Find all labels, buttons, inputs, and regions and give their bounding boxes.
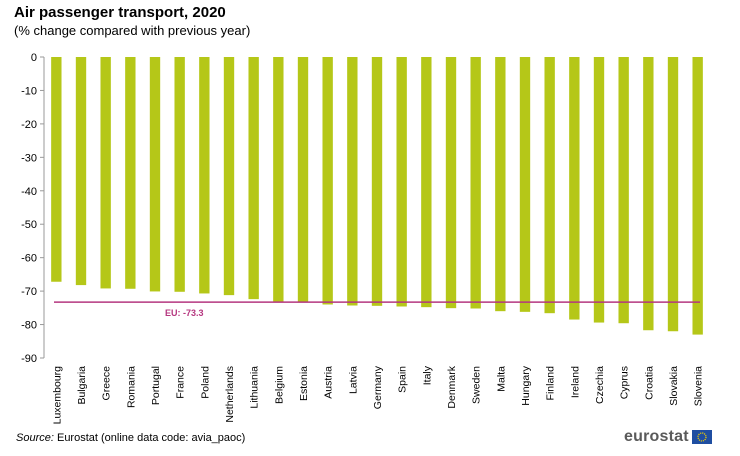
eurostat-logo: eurostat xyxy=(624,428,712,446)
x-tick-label: Slovenia xyxy=(693,366,705,406)
x-tick-label: Cyprus xyxy=(619,366,631,399)
x-tick-label: Sweden xyxy=(471,366,483,404)
x-tick-label: Finland xyxy=(545,366,557,401)
y-axis: 0 -10 -20 -30 -40 -50 -60 -70 -80 -90 xyxy=(21,52,45,365)
bar xyxy=(75,57,87,286)
y-tick-label: -20 xyxy=(21,119,37,131)
x-tick-label: Czechia xyxy=(594,366,606,404)
source-note: Source: Eurostat (online data code: avia… xyxy=(16,432,245,444)
bar xyxy=(396,57,407,307)
bar xyxy=(495,57,506,312)
y-tick-label: -10 xyxy=(21,85,37,97)
x-tick-label: Portugal xyxy=(150,366,162,405)
bar xyxy=(223,57,235,296)
bar xyxy=(643,57,654,331)
bar xyxy=(371,57,383,306)
bar xyxy=(593,57,605,323)
source-text: Eurostat (online data code: avia_paoc) xyxy=(53,432,246,444)
bar xyxy=(100,57,111,289)
x-tick-label: Hungary xyxy=(520,365,532,405)
bar xyxy=(297,57,309,302)
y-tick-label: -90 xyxy=(21,353,37,365)
x-axis-labels: Luxembourg Bulgaria Greece Romania Portugal F… xyxy=(51,365,704,424)
x-tick-label: Luxembourg xyxy=(51,366,63,425)
bar xyxy=(618,57,629,324)
x-tick-label: Austria xyxy=(323,366,335,399)
x-tick-label: Denmark xyxy=(446,365,458,408)
logo-text: eurostat xyxy=(624,428,689,445)
bar xyxy=(149,57,161,292)
bar xyxy=(692,57,703,335)
eu-reference-label: EU: -73.3 xyxy=(165,308,204,318)
eu-flag-icon xyxy=(691,430,712,444)
y-tick-label: -60 xyxy=(21,253,37,265)
bar xyxy=(125,57,136,289)
bar xyxy=(322,57,333,305)
bar xyxy=(445,57,457,309)
x-tick-label: Latvia xyxy=(347,366,359,394)
source-label: Source: xyxy=(16,432,54,444)
x-tick-label: Belgium xyxy=(273,366,285,404)
x-tick-label: Estonia xyxy=(298,366,310,401)
bar xyxy=(273,57,284,302)
y-tick-label: -30 xyxy=(21,152,37,164)
x-tick-label: Bulgaria xyxy=(76,366,88,405)
bar xyxy=(544,57,555,314)
x-tick-label: Croatia xyxy=(643,366,655,400)
bar xyxy=(199,57,210,294)
x-tick-label: Poland xyxy=(199,366,211,399)
bar xyxy=(519,57,531,312)
bar xyxy=(569,57,580,320)
bar-series xyxy=(51,57,703,335)
x-tick-label: Italy xyxy=(421,365,433,385)
bar xyxy=(248,57,259,300)
x-tick-label: France xyxy=(175,366,187,399)
bar xyxy=(421,57,432,308)
bar xyxy=(470,57,481,309)
x-tick-label: Slovakia xyxy=(668,366,680,406)
x-tick-label: Spain xyxy=(397,366,409,393)
y-tick-label: -80 xyxy=(21,320,37,332)
y-tick-label: -40 xyxy=(21,186,37,198)
bar xyxy=(347,57,358,306)
y-tick-label: -50 xyxy=(21,219,37,231)
x-tick-label: Malta xyxy=(495,366,507,392)
bar xyxy=(174,57,185,292)
x-tick-label: Ireland xyxy=(569,366,581,398)
bar xyxy=(667,57,679,332)
x-tick-label: Romania xyxy=(125,366,137,408)
chart-title: Air passenger transport, 2020 xyxy=(14,4,226,21)
x-tick-label: Greece xyxy=(101,366,113,401)
y-tick-label: -70 xyxy=(21,286,37,298)
x-tick-label: Germany xyxy=(372,365,384,409)
x-tick-label: Netherlands xyxy=(224,366,236,423)
bar xyxy=(51,57,62,282)
y-tick-label: 0 xyxy=(31,52,37,64)
chart-subtitle: (% change compared with previous year) xyxy=(14,23,251,38)
x-tick-label: Lithuania xyxy=(249,366,261,409)
